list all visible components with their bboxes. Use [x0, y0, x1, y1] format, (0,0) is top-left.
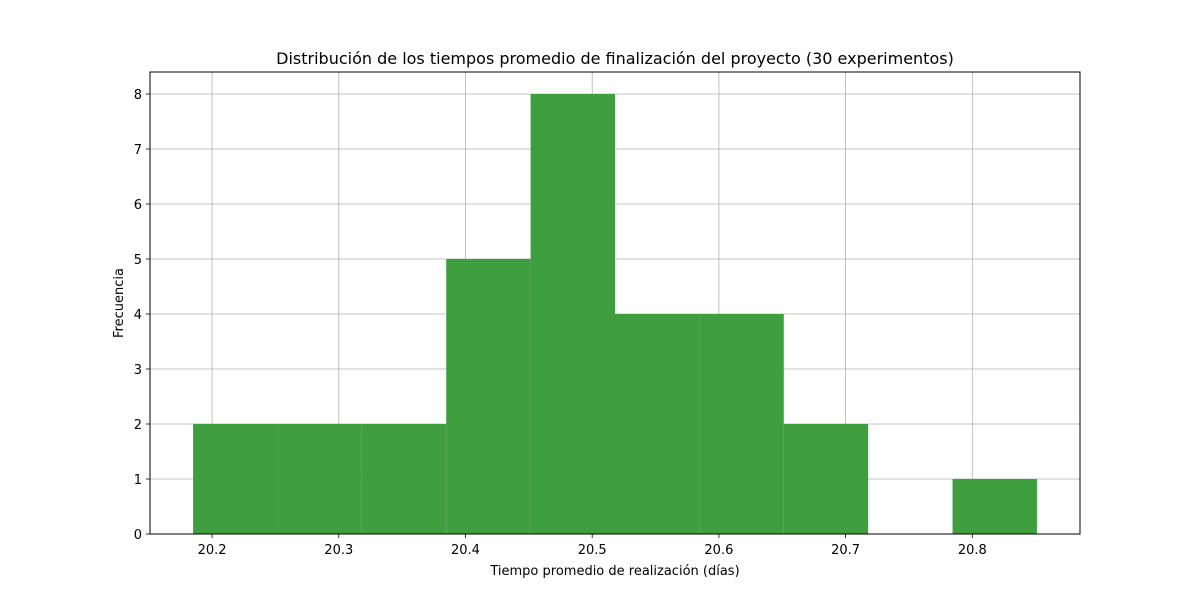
x-tick-label: 20.7: [831, 543, 860, 558]
histogram-bar: [783, 424, 869, 534]
x-tick-label: 20.5: [578, 543, 607, 558]
x-axis-ticks: 20.2 20.3 20.4 20.5 20.6 20.7 20.8: [198, 534, 987, 558]
y-tick-label: 6: [134, 198, 142, 213]
x-tick-label: 20.8: [958, 543, 987, 558]
y-tick-label: 1: [134, 473, 142, 488]
y-tick-label: 4: [134, 308, 142, 323]
y-axis-ticks: 0 1 2 3 4 5 6 7 8: [134, 88, 150, 543]
histogram-bar: [699, 314, 784, 534]
x-tick-label: 20.4: [451, 543, 480, 558]
y-tick-label: 7: [134, 143, 142, 158]
y-tick-label: 3: [134, 363, 142, 378]
histogram-bar: [530, 94, 615, 534]
histogram-bar: [277, 424, 362, 534]
plot-frame: [149, 71, 1081, 535]
y-tick-label: 8: [134, 88, 142, 103]
histogram-bar: [615, 314, 700, 534]
histogram-bar: [361, 424, 447, 534]
y-axis-label: Frecuencia: [112, 268, 127, 338]
histogram-bar: [952, 479, 1037, 534]
x-axis-label: Tiempo promedio de realización (días): [489, 564, 739, 579]
histogram-bar: [446, 259, 531, 534]
y-tick-label: 0: [134, 528, 142, 543]
bars: [193, 94, 1037, 534]
y-tick-label: 5: [134, 253, 142, 268]
x-tick-label: 20.2: [198, 543, 227, 558]
chart-title: Distribución de los tiempos promedio de …: [276, 49, 954, 68]
x-tick-label: 20.6: [704, 543, 733, 558]
histogram-bar: [193, 424, 278, 534]
y-tick-label: 2: [134, 418, 142, 433]
x-tick-label: 20.3: [324, 543, 353, 558]
